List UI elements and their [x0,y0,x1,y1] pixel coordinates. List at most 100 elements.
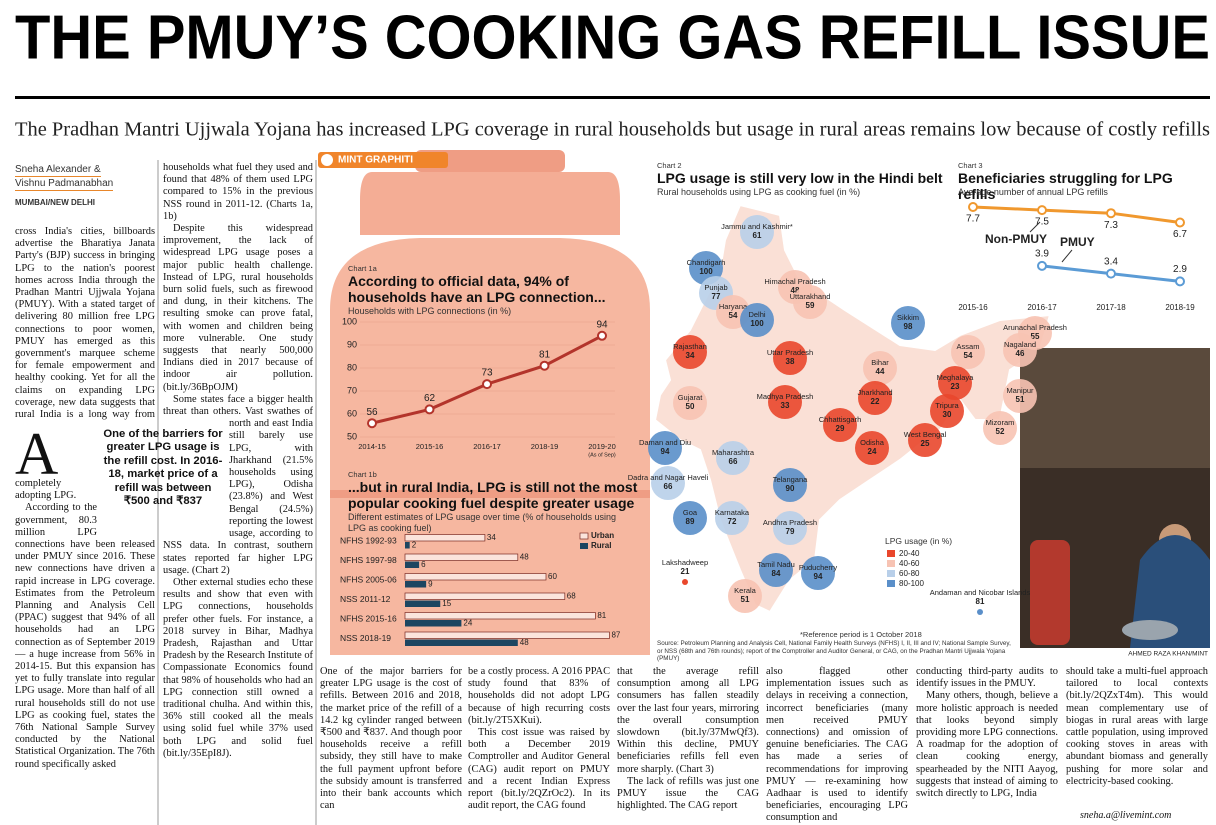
paragraph: This cost issue was raised by both a Dec… [468,727,610,812]
cylinder-band [330,490,650,498]
state [908,423,942,457]
article-column: that the average refill consumption amon… [617,666,759,825]
value-label: 7.7 [966,214,980,225]
legend-label: Rural [591,541,611,550]
state [773,468,807,502]
state-value: 61 [753,231,762,240]
point [1175,217,1185,228]
state [673,335,707,369]
chart-subtitle: Rural households using LPG as cooking fu… [657,187,861,197]
state-value: 52 [996,427,1005,436]
value-label: 48 [520,638,529,647]
byline: Sneha Alexander & Vishnu Padmanabhan MUM… [15,163,155,209]
paragraph: The lack of refills was just one PMUY is… [617,775,759,812]
bar [404,553,519,561]
state-name: Jharkhand [857,388,892,397]
badge-icon [321,154,333,166]
legend-swatch [887,560,895,567]
state [673,386,707,420]
chart-label: Chart 1a [348,264,377,273]
state-name: Delhi [748,310,765,319]
badge-bg [318,152,448,168]
value-label: 24 [463,618,472,627]
state-value: 50 [686,402,695,411]
state [759,553,793,587]
state-value: 54 [964,351,973,360]
value-label: 3.4 [1104,256,1118,267]
state-name: Mizoram [986,418,1015,427]
state [740,215,774,249]
paragraph: also flagged other implementation issues… [766,666,908,824]
bar [404,612,596,620]
y-tick-label: 90 [347,339,357,349]
state [648,431,682,465]
dateline: MUMBAI/NEW DELHI [15,198,95,207]
point [597,330,607,341]
chart-title: Beneficiaries struggling for LPG refills [958,170,1173,202]
state-value: 25 [921,439,930,448]
map-source: Source: Petroleum Planning and Analysis … [657,640,1011,662]
bar [405,600,441,607]
value-label: 87 [611,630,620,639]
state-value: 98 [904,322,913,331]
point [1175,276,1185,287]
state-value: 84 [772,569,781,578]
chart-label: Chart 1b [348,470,377,479]
point [1106,268,1116,279]
bar [405,639,518,646]
line [972,205,1181,224]
article-column: should take a multi-fuel approach tailor… [1066,666,1208,825]
state-value: 34 [686,351,695,360]
point [968,202,978,212]
state-name: Dadra and Nagar Haveli [628,473,709,482]
value-label: 34 [487,533,496,542]
value-label: 3.9 [1035,249,1049,260]
point [482,379,492,390]
point [539,360,550,371]
state [855,431,889,465]
bar [404,534,486,542]
paragraph: Many others, though, believe a more holi… [916,690,1058,800]
state [651,466,685,500]
state-value: 54 [729,311,738,320]
value-label: 94 [596,319,608,330]
state [801,556,835,590]
value-label: 15 [442,599,451,608]
state-value: 23 [951,382,960,391]
state [728,579,762,613]
state-value: 21 [681,567,690,576]
state [768,385,802,419]
state-name: Goa [683,508,698,517]
chart-title: ...but in rural India, LPG is still not … [348,479,638,511]
state-name: Uttarakhand [790,292,831,301]
y-tick-label: 100 [342,316,357,326]
x-tick-label: 2018-19 [1165,303,1195,312]
value-label: 60 [548,572,557,581]
state-value: 94 [661,447,670,456]
state [773,511,807,545]
cylinder-valve [415,150,565,172]
article-column: households what fuel they used and found… [163,162,313,825]
x-tick-label: 2016-17 [1027,303,1057,312]
value-label: 7.5 [1035,217,1049,228]
legend-swatch [579,532,589,540]
article-column: be a costly process. A 2016 PPAC study f… [468,666,610,825]
state-value: 51 [741,595,750,604]
state-name: West Bengal [904,430,947,439]
paragraph: conducting third-party audits to identif… [916,666,1058,690]
state-value: 30 [943,410,952,419]
paragraph: Across India's cities, billboards advert… [15,226,155,502]
y-tick-label: 80 [347,362,357,372]
chart-title: LPG usage is still very low in the Hindi… [657,170,943,186]
paragraph: households what fuel they used and found… [163,162,313,222]
article-column: also flagged other implementation issues… [766,666,908,825]
state-value: 51 [1016,395,1025,404]
photo-figure [1130,535,1210,648]
state-name: Gujarat [678,393,704,402]
value-label: 6.7 [1173,229,1187,240]
state [1003,333,1037,367]
state [951,335,985,369]
x-tick-label: 2017-18 [1096,303,1126,312]
state-name: Nagaland [1004,340,1036,349]
x-tick-label: 2018-19 [531,442,559,451]
